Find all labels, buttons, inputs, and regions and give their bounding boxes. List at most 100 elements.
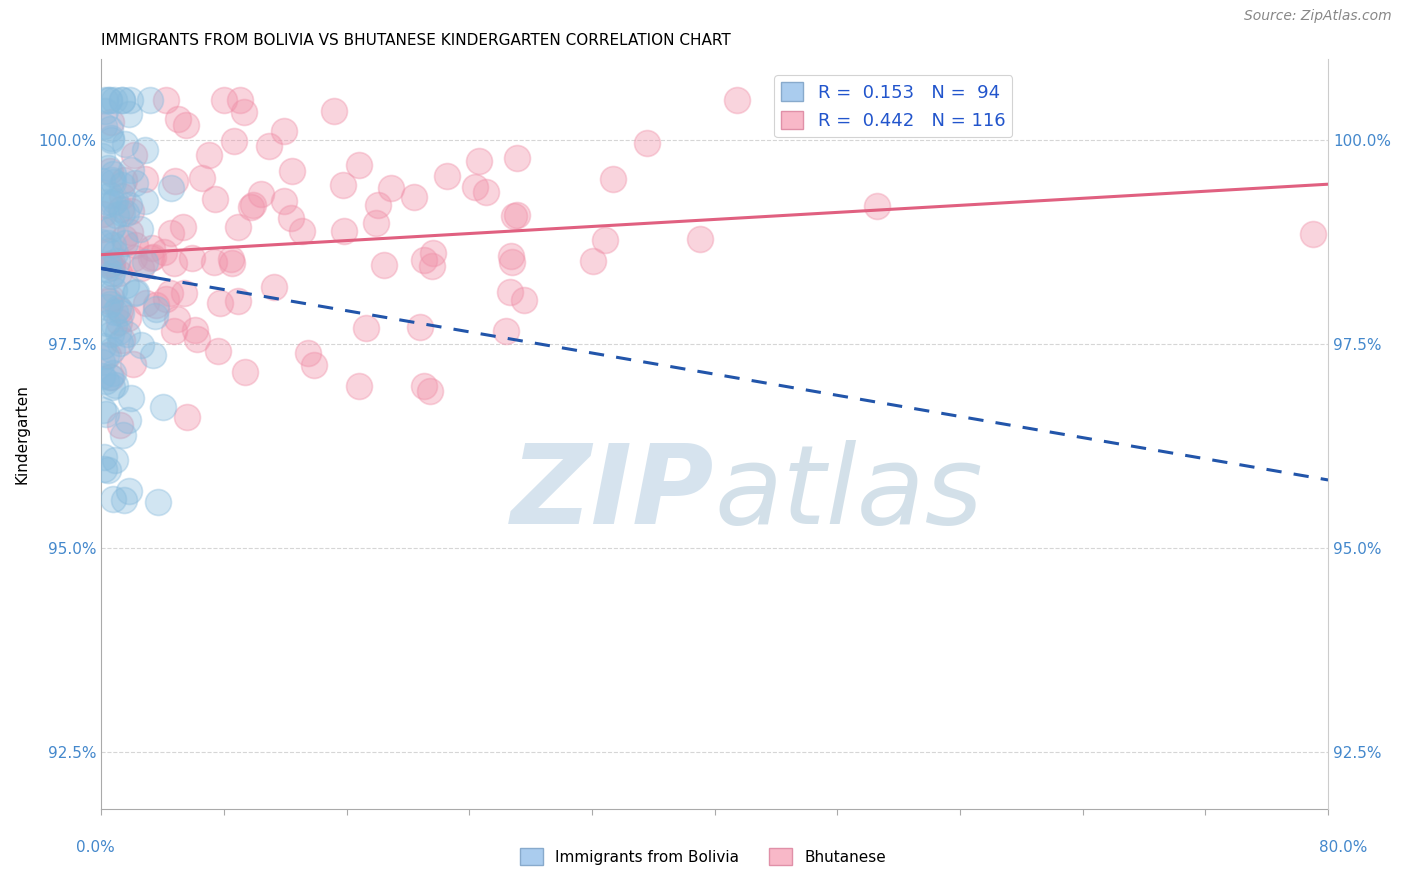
Point [101,196,124,211]
Point [501,249,523,263]
Point [124,148,146,162]
Point [103,318,125,332]
Point [93,119,115,133]
Point [380,181,402,195]
Point [184,323,207,337]
Point [464,179,486,194]
Point [506,208,529,222]
Point [134,255,156,269]
Point [145,302,167,317]
Point [402,189,425,203]
Point [91,355,114,369]
Point [204,192,226,206]
Point [475,186,498,200]
Point [94,407,117,421]
Point [103,167,125,181]
Point [413,253,436,268]
Point [100,326,122,341]
Point [97,161,120,176]
Point [98,294,121,309]
Point [111,178,134,193]
Point [94,349,117,363]
Point [181,251,204,265]
Point [636,136,658,150]
Text: ZIP: ZIP [512,441,714,548]
Point [91,221,114,235]
Point [97,348,120,362]
Point [163,324,186,338]
Point [191,171,214,186]
Point [367,198,389,212]
Point [128,222,150,236]
Point [153,244,176,259]
Point [101,492,124,507]
Point [111,334,134,348]
Point [96,261,118,276]
Point [167,112,190,126]
Point [593,233,616,247]
Point [122,357,145,371]
Point [114,236,136,251]
Point [90,235,112,250]
Point [93,103,115,118]
Point [129,260,152,275]
Point [148,494,170,508]
Point [91,174,114,188]
Point [103,93,125,107]
Point [219,252,242,266]
Point [101,219,124,233]
Point [602,172,624,186]
Point [257,138,280,153]
Point [112,173,135,187]
Point [143,309,166,323]
Point [90,149,112,163]
Point [100,114,122,128]
Point [209,295,232,310]
Point [202,255,225,269]
Point [222,134,245,148]
Point [94,374,117,388]
Legend: R =  0.153   N =  94, R =  0.442   N = 116: R = 0.153 N = 94, R = 0.442 N = 116 [775,75,1012,137]
Point [232,104,254,119]
Point [104,208,127,222]
Point [468,153,491,168]
Point [104,245,127,260]
Point [110,306,132,320]
Point [120,391,142,405]
Point [155,93,177,107]
Point [263,279,285,293]
Point [172,219,194,234]
Point [141,240,163,254]
Point [302,358,325,372]
Point [103,283,125,297]
Point [125,285,148,299]
Point [173,285,195,300]
Point [98,297,121,311]
Point [120,163,142,178]
Point [135,296,157,310]
Point [96,317,118,331]
Point [104,304,127,318]
Point [291,224,314,238]
Point [198,147,221,161]
Point [101,256,124,270]
Point [207,343,229,358]
Point [142,348,165,362]
Point [104,194,127,208]
Point [117,413,139,427]
Point [139,93,162,107]
Point [101,175,124,189]
Point [110,188,132,202]
Point [101,237,124,252]
Point [91,207,114,221]
Point [114,231,136,245]
Point [124,176,146,190]
Point [124,285,146,300]
Legend: Immigrants from Bolivia, Bhutanese: Immigrants from Bolivia, Bhutanese [513,842,893,871]
Point [112,492,135,507]
Point [98,121,121,136]
Point [436,169,458,184]
Text: 0.0%: 0.0% [76,840,115,855]
Point [104,377,127,392]
Point [226,293,249,308]
